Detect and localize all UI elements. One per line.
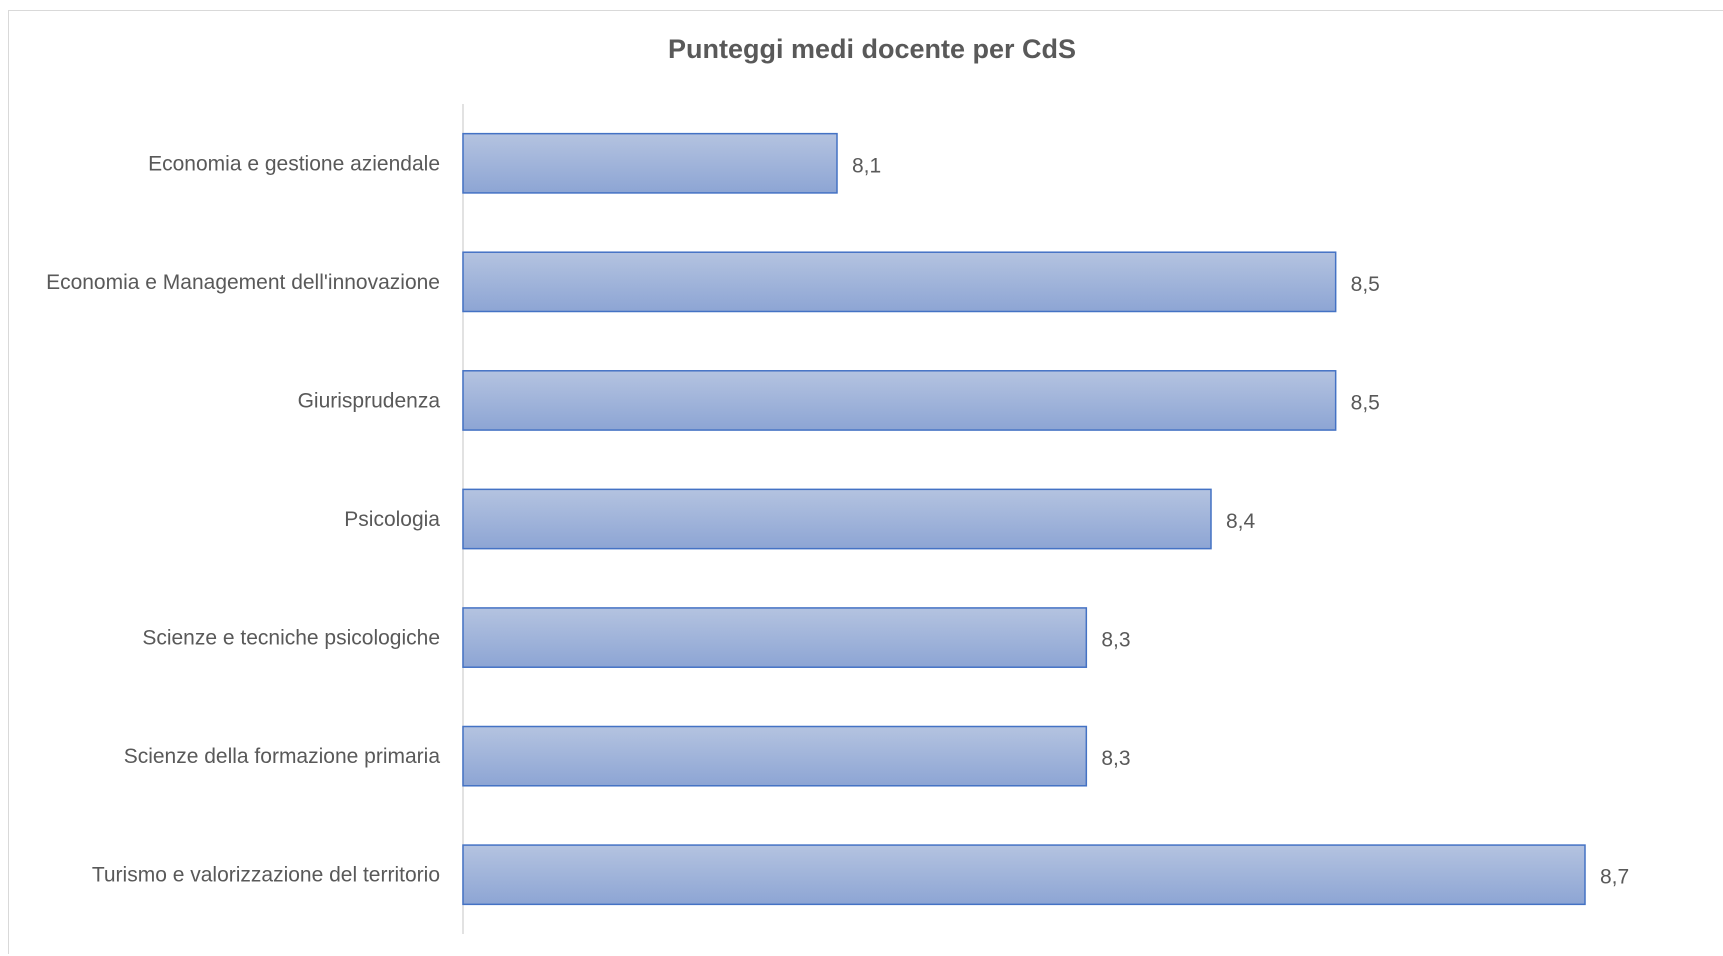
category-label: Turismo e valorizzazione del territorio [92, 864, 440, 887]
value-label: 8,3 [1101, 747, 1130, 770]
chart-frame [8, 10, 1723, 954]
value-label: 8,5 [1351, 273, 1380, 296]
bar [462, 488, 1212, 550]
value-label: 8,1 [852, 154, 881, 177]
category-label: Giurisprudenza [298, 389, 441, 412]
value-label: 8,5 [1351, 391, 1380, 414]
value-label: 8,3 [1101, 629, 1130, 652]
bar [462, 607, 1088, 668]
bar [462, 251, 1337, 313]
bar [462, 725, 1088, 787]
category-label: Scienze della formazione primaria [124, 745, 441, 768]
bars-group: Economia e gestione aziendale 8,1 Economia… [46, 132, 1629, 906]
category-label: Economia e Management dell'innovazione [46, 271, 440, 294]
category-label: Scienze e tecniche psicologiche [142, 627, 440, 650]
value-label: 8,7 [1600, 866, 1629, 889]
chart-title: Punteggi medi docente per CdS [668, 34, 1076, 64]
bar [462, 844, 1586, 906]
value-label: 8,4 [1226, 510, 1256, 533]
category-label: Psicologia [344, 508, 440, 531]
category-label: Economia e gestione aziendale [148, 152, 440, 175]
bar [462, 132, 838, 194]
bar [462, 370, 1337, 431]
